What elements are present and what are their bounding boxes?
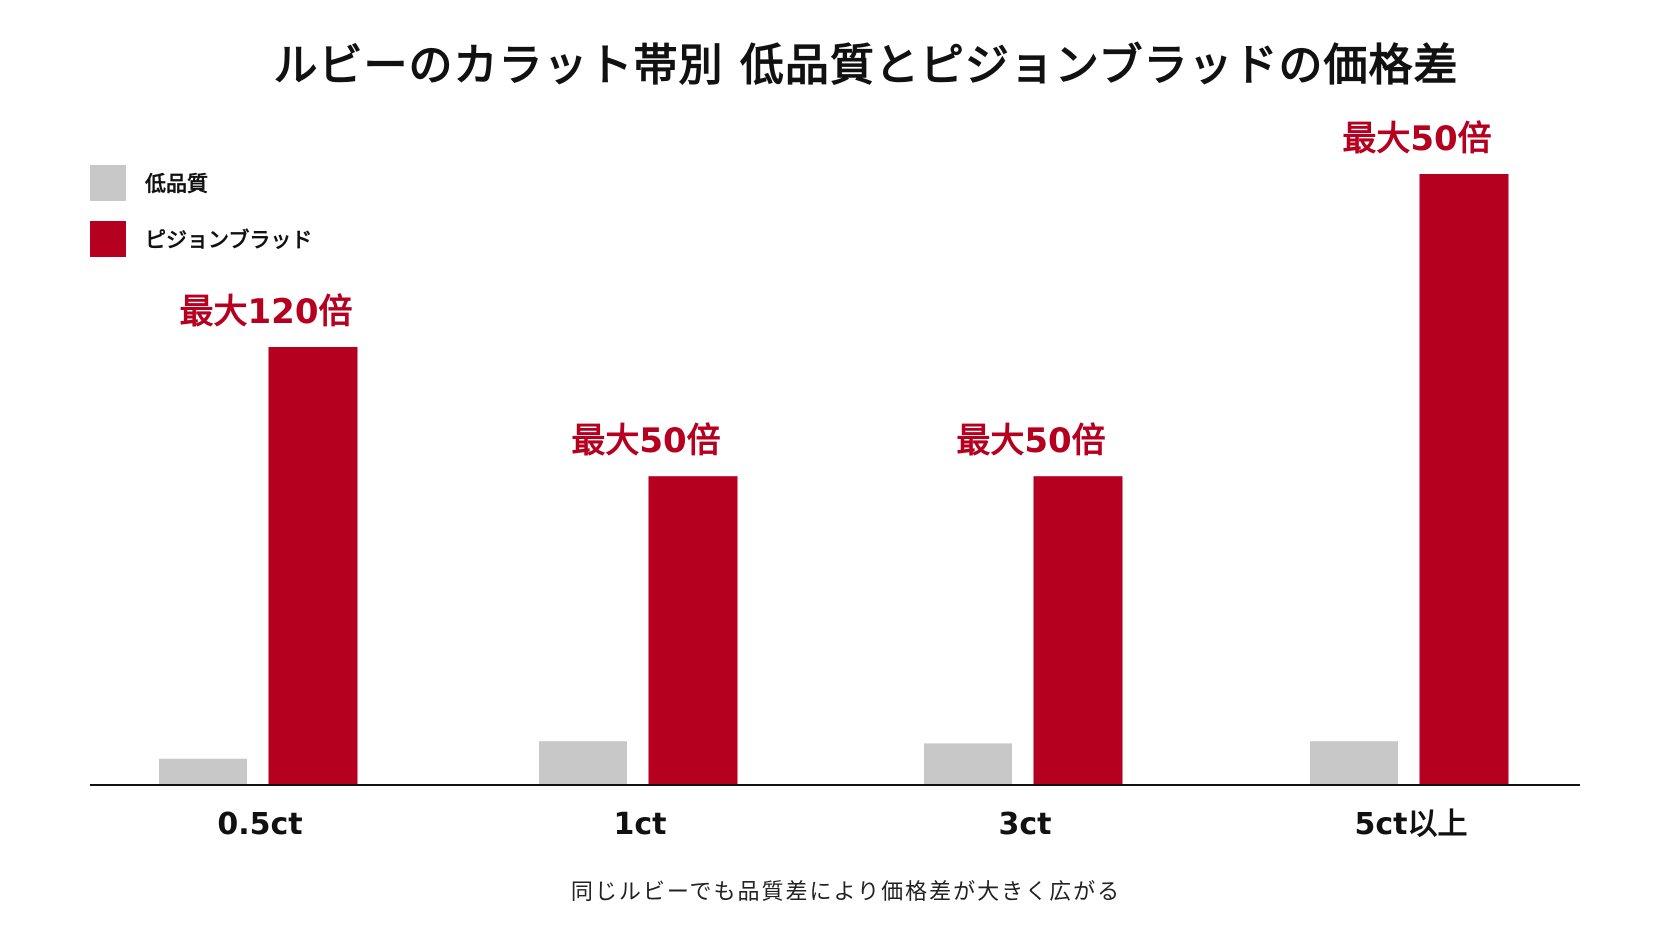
x-tick-label-3: 5ct以上 — [1355, 807, 1468, 842]
data-label-0: 最大120倍 — [180, 292, 353, 332]
legend-swatch-pigeon-blood — [90, 221, 126, 257]
x-tick-label-2: 3ct — [999, 807, 1052, 842]
bar-low-quality-1 — [539, 741, 627, 785]
chart-title: ルビーのカラット帯別 低品質とピジョンブラッドの価格差 — [274, 40, 1459, 91]
legend: 低品質 ピジョンブラッド — [90, 165, 312, 257]
legend-label-low-quality: 低品質 — [144, 172, 208, 196]
legend-swatch-low-quality — [90, 165, 126, 201]
x-tick-label-0: 0.5ct — [217, 807, 302, 842]
bar-low-quality-0 — [159, 758, 247, 785]
bar-pigeon-blood-3 — [1419, 173, 1509, 786]
legend-label-pigeon-blood: ピジョンブラッド — [145, 228, 312, 252]
bars-layer — [159, 173, 1509, 786]
data-label-2: 最大50倍 — [956, 421, 1105, 461]
bar-pigeon-blood-0 — [268, 347, 358, 785]
chart-caption: 同じルビーでも品質差により価格差が大きく広がる — [571, 880, 1121, 905]
bar-low-quality-3 — [1310, 741, 1398, 785]
bar-pigeon-blood-1 — [648, 476, 738, 785]
x-axis-ticks: 0.5ct 1ct 3ct 5ct以上 — [217, 807, 1467, 842]
data-label-3: 最大50倍 — [1342, 119, 1491, 159]
x-tick-label-1: 1ct — [614, 807, 667, 842]
bar-pigeon-blood-2 — [1033, 476, 1123, 785]
bar-low-quality-2 — [924, 743, 1012, 785]
data-label-1: 最大50倍 — [571, 421, 720, 461]
